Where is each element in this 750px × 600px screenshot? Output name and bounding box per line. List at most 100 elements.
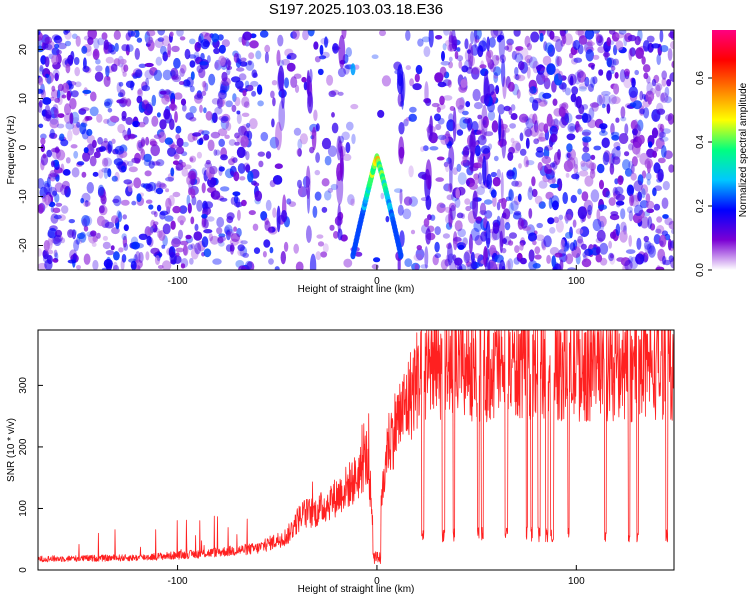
spectrogram-cell	[207, 177, 217, 188]
spectrogram-cell	[633, 180, 643, 192]
snr-y-tick-label: 200	[18, 438, 29, 455]
spectrogram-cell	[60, 237, 66, 244]
spectrogram-cell	[439, 203, 446, 208]
spectrogram-cell	[96, 215, 106, 227]
spectrogram-cell	[188, 54, 197, 59]
spectrogram-cell	[555, 38, 563, 53]
spectrogram-cell	[170, 220, 176, 230]
spectrogram-cell	[634, 69, 639, 76]
spectrogram-cell	[53, 249, 58, 258]
spectrogram-cell	[165, 188, 170, 193]
spectrogram-cell	[477, 157, 484, 169]
spectrogram-cell	[610, 231, 617, 239]
spectrogram-cell	[165, 197, 172, 210]
spectrogram-cell	[508, 202, 514, 215]
spectrogram-cell	[162, 51, 168, 62]
spectrogram-cell	[525, 118, 534, 130]
spectrogram-cell	[507, 258, 514, 270]
spectrogram-cell	[443, 161, 449, 168]
spectrogram-cell	[66, 90, 72, 101]
spectrogram-cell	[584, 248, 589, 260]
spectrogram-cell	[286, 62, 296, 72]
spectrogram-band-cell	[341, 30, 347, 40]
spectrogram-band-cell	[485, 220, 491, 249]
spectrogram-cell	[82, 89, 92, 94]
spectrogram-cell	[42, 254, 52, 264]
spectrogram-cell	[103, 39, 110, 50]
spectrogram-cell	[564, 112, 573, 124]
spectrogram-cell	[535, 150, 545, 158]
spectrogram-cell	[551, 255, 556, 268]
spectrogram-cell	[272, 207, 277, 218]
spectrogram-cell	[203, 107, 207, 114]
spectrogram-cell	[69, 98, 77, 110]
spectrogram-cell	[529, 96, 535, 103]
spectrogram-cell	[130, 30, 135, 37]
snr-y-tick-label: 300	[18, 377, 29, 394]
spectrogram-cell	[132, 68, 143, 77]
spectrogram-cell	[581, 129, 592, 136]
spectrogram-cell	[651, 78, 657, 87]
spectrogram-cell	[74, 81, 82, 88]
snr-x-tick-label: -100	[168, 576, 188, 587]
spectrogram-cell	[620, 106, 626, 119]
spectrogram-cell	[217, 97, 226, 105]
spectrogram-band-cell	[275, 121, 282, 151]
spectrogram-cell	[439, 95, 445, 106]
spectrogram-cell	[42, 97, 52, 105]
spectrogram-cell	[271, 80, 278, 86]
spectrogram-cell	[597, 46, 605, 54]
spectrogram-cell	[64, 40, 72, 47]
spectrogram-cell	[196, 151, 202, 159]
spectrogram-cell	[179, 205, 188, 214]
spectrogram-cell	[94, 71, 104, 82]
spectrogram-cell	[508, 189, 514, 202]
spectrogram-cell	[480, 145, 491, 154]
spectrogram-cell	[624, 123, 629, 135]
spectrogram-cell	[611, 134, 620, 141]
spectrogram-cell	[185, 234, 192, 240]
spectrogram-cell	[669, 41, 674, 50]
spectrogram-cell	[200, 39, 210, 50]
spectrogram-cell	[215, 149, 221, 156]
spectrogram-cell	[596, 209, 601, 222]
spectrogram-cell	[543, 77, 551, 90]
spectrogram-cell	[578, 170, 589, 177]
spectrogram-cell	[612, 58, 620, 66]
spectrogram-cell	[448, 56, 453, 62]
spectrogram-cell	[205, 111, 213, 121]
spectrogram-band-cell	[469, 151, 474, 170]
spectrogram-cell	[38, 66, 45, 75]
spectrogram-cell	[437, 117, 445, 125]
spectrogram-cell	[114, 42, 119, 53]
spectrogram-cell	[134, 48, 140, 60]
spectrogram-cell	[169, 31, 174, 37]
spectrogram-cell	[50, 160, 55, 168]
spectrogram-cell	[313, 109, 318, 122]
spectrogram-y-tick-label: -20	[18, 238, 29, 253]
spectrogram-cell	[179, 68, 185, 77]
spectrogram-cell	[490, 189, 497, 198]
spectrogram-cell	[51, 85, 56, 92]
spectrogram-cell	[41, 193, 47, 203]
spectrogram-cell	[76, 265, 81, 270]
spectrogram-cell	[156, 204, 162, 212]
spectrogram-cell	[49, 128, 55, 139]
spectrogram-cell	[170, 144, 178, 149]
spectrogram-band-cell	[427, 123, 433, 142]
spectrogram-cell	[126, 44, 134, 52]
spectrogram-cell	[328, 90, 337, 98]
spectrogram-cell	[476, 129, 483, 135]
spectrogram-cell	[477, 172, 483, 185]
spectrogram-cell	[493, 30, 503, 37]
spectrogram-cell	[547, 178, 556, 184]
spectrogram-cell	[148, 36, 153, 44]
spectrogram-cell	[145, 183, 153, 192]
spectrogram-cell	[648, 245, 656, 258]
spectrogram-cell	[171, 75, 180, 81]
spectrogram-cell	[330, 89, 340, 96]
spectrogram-cell	[656, 225, 665, 235]
spectrogram-cell	[164, 215, 174, 222]
spectrogram-cell	[577, 206, 588, 220]
spectrogram-cell	[113, 251, 120, 261]
